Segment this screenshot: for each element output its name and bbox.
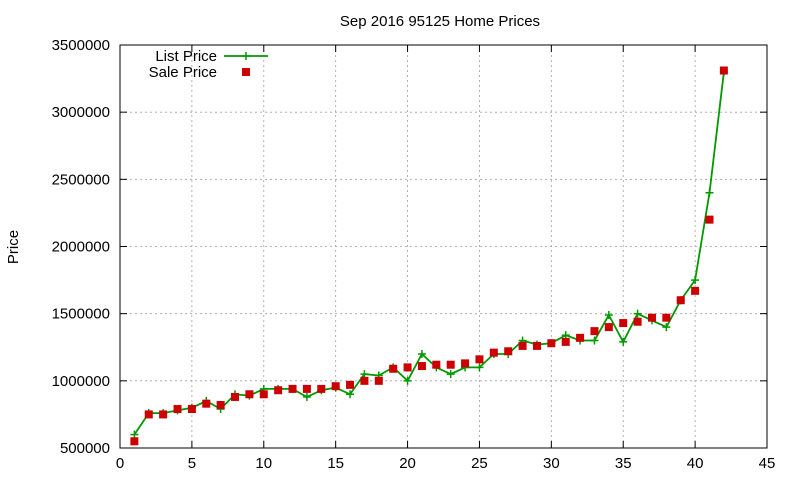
sale-price-point: [676, 296, 685, 305]
sale-price-point: [346, 380, 355, 389]
y-tick-label: 3500000: [52, 37, 110, 54]
sale-price-point: [561, 337, 570, 346]
sale-price-point: [518, 341, 527, 350]
sale-price-point: [389, 364, 398, 373]
x-tick-label: 35: [615, 455, 632, 472]
sale-price-point: [144, 410, 153, 419]
sale-price-point: [719, 66, 728, 75]
y-tick-label: 1000000: [52, 373, 110, 390]
y-tick-label: 2000000: [52, 239, 110, 256]
sale-price-point: [159, 410, 168, 419]
sale-price-point: [417, 362, 426, 371]
sale-price-point: [619, 319, 628, 328]
sale-price-point: [504, 347, 513, 356]
sale-price-point: [331, 382, 340, 391]
legend-marker: [242, 68, 250, 76]
list-price-point: [475, 363, 484, 372]
x-tick-label: 5: [188, 455, 196, 472]
plot-frame: [119, 44, 768, 449]
sale-price-point: [633, 317, 642, 326]
x-tick-label: 10: [255, 455, 272, 472]
sale-price-point: [691, 286, 700, 295]
tick-labels: 0 5 10 15 20 25 30 35 40 45 500000 1000000 1500000 20…: [52, 37, 776, 472]
sale-price-point: [274, 386, 283, 395]
sale-price-point: [202, 399, 211, 408]
list-price-point: [130, 430, 139, 439]
sale-price-point: [245, 390, 254, 399]
sale-price-point: [374, 376, 383, 385]
y-tick-label: 500000: [60, 440, 110, 457]
sale-price-point: [130, 437, 139, 446]
sale-price-point: [403, 363, 412, 372]
sale-price-point: [705, 215, 714, 224]
y-tick-label: 1500000: [52, 306, 110, 323]
list-price-point: [446, 370, 455, 379]
axis-ticks: [119, 44, 768, 449]
chart-title: Sep 2016 95125 Home Prices: [340, 13, 540, 30]
x-tick-label: 15: [327, 455, 344, 472]
sale-price-point: [360, 376, 369, 385]
x-tick-label: 40: [687, 455, 704, 472]
list-price-point: [590, 336, 599, 345]
sale-price-point: [532, 341, 541, 350]
sale-price-point: [432, 360, 441, 369]
series-layer: [130, 66, 728, 446]
list-price-point: [561, 331, 570, 340]
sale-price-point: [231, 392, 240, 401]
sale-price-point: [302, 384, 311, 393]
sale-price-point: [590, 327, 599, 336]
sale-price-point: [604, 323, 613, 332]
sale-price-point: [662, 313, 671, 322]
list-price-point: [633, 309, 642, 318]
sale-price-point: [647, 313, 656, 322]
list-price-point: [417, 349, 426, 358]
list-price-point: [302, 392, 311, 401]
y-tick-label: 2500000: [52, 171, 110, 188]
series-list-price: [130, 67, 728, 439]
sale-price-point: [461, 359, 470, 368]
sale-price-point: [489, 348, 498, 357]
y-axis-label: Price: [5, 230, 22, 264]
sale-price-point: [446, 360, 455, 369]
x-tick-label: 0: [116, 455, 124, 472]
grid-lines: [120, 45, 767, 448]
legend-marker: [242, 52, 250, 60]
list-price-point: [662, 323, 671, 332]
list-price-point: [360, 370, 369, 379]
x-tick-label: 45: [759, 455, 776, 472]
list-price-point: [346, 390, 355, 399]
x-tick-label: 20: [399, 455, 416, 472]
sale-price-point: [475, 355, 484, 364]
list-price-line: [133, 71, 725, 436]
sale-price-point: [317, 384, 326, 393]
series-sale-price: [130, 66, 728, 446]
list-price-point: [691, 276, 700, 285]
list-price-point: [705, 188, 714, 197]
x-tick-label: 30: [543, 455, 560, 472]
legend-label: List Price: [155, 48, 217, 65]
sale-price-point: [173, 405, 182, 414]
legend-label: Sale Price: [149, 64, 217, 81]
sale-price-point: [216, 401, 225, 410]
sale-price-point: [576, 333, 585, 342]
y-tick-label: 3000000: [52, 104, 110, 121]
sale-price-point: [259, 390, 268, 399]
x-tick-label: 25: [471, 455, 488, 472]
list-price-point: [619, 337, 628, 346]
list-price-point: [604, 311, 613, 320]
list-price-point: [403, 376, 412, 385]
sale-price-point: [187, 405, 196, 414]
sale-price-point: [547, 339, 556, 348]
sale-price-point: [288, 384, 297, 393]
